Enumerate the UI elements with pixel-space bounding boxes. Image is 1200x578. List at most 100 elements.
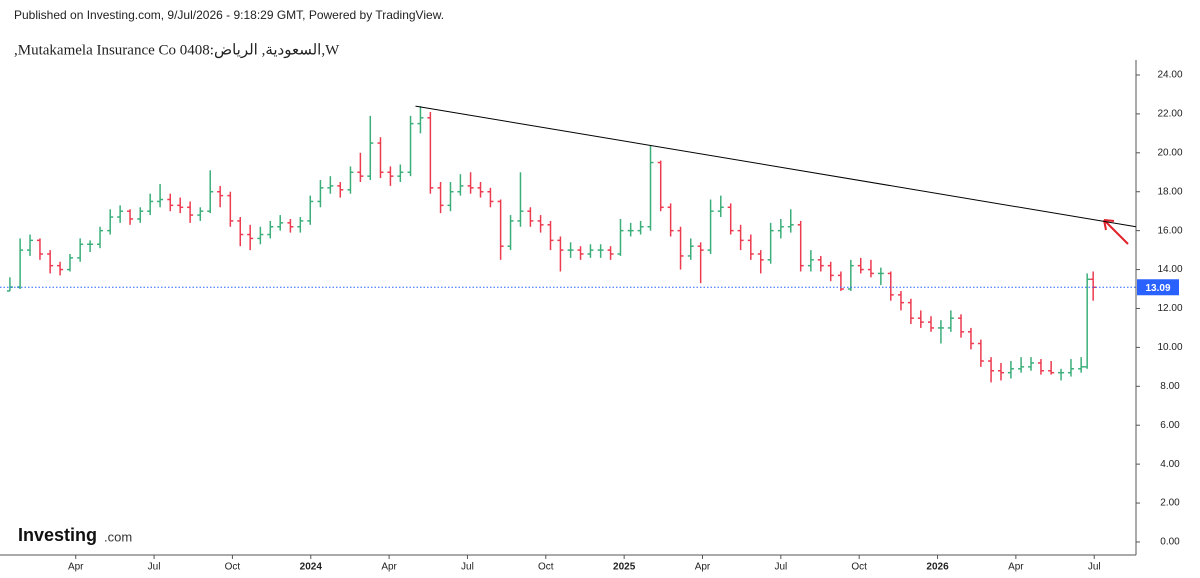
logo: Investing .com [18,525,132,545]
logo-text: Investing [18,525,97,545]
y-tick-label: 8.00 [1160,381,1180,392]
ohlc-bar [617,218,624,256]
ohlc-bar [577,246,584,260]
ohlc-bar [377,137,384,179]
y-tick-label: 0.00 [1160,537,1180,548]
ohlc-bar [297,217,304,233]
ohlc-bar [397,164,404,182]
ohlc-bar [557,236,564,272]
last-price-label: 13.09 [1145,283,1170,294]
ohlc-bar [567,242,574,258]
x-tick-label: Apr [68,562,84,573]
ohlc-bar [227,191,234,227]
ohlc-bar [247,224,254,251]
ohlc-bar [507,215,514,251]
x-tick-label: Jul [1088,562,1101,573]
ohlc-bar [57,261,64,276]
ohlc-bar [107,209,114,235]
ohlc-bar [857,257,864,274]
chart-title: ,Mutakamela Insurance Co السعودية, الريا… [14,42,340,58]
y-tick-label: 10.00 [1157,342,1182,353]
ohlc-bar [197,207,204,221]
last-price-box [1137,279,1179,296]
ohlc-bar [207,170,214,214]
ohlc-bar [947,310,954,332]
ohlc-bar [267,220,274,239]
ohlc-bar [677,226,684,270]
ohlc-bar [137,207,144,223]
ohlc-bar [1048,361,1055,375]
ohlc-bar [157,183,164,208]
ohlc-bar [1028,357,1035,371]
ohlc-bar [47,250,54,274]
ohlc-bar [707,199,714,254]
ohlc-bar [497,199,504,260]
ohlc-bar [217,185,224,208]
x-tick-label: Apr [695,562,711,573]
ohlc-bar [447,181,454,212]
ohlc-bar [777,218,784,239]
ohlc-bar [927,316,934,332]
ohlc-bar [487,187,494,208]
ohlc-bar [797,220,804,272]
ohlc-bar [1058,368,1065,381]
ohlc-bar [97,226,104,249]
ohlc-bar [537,215,544,233]
ohlc-bar [187,201,194,223]
ohlc-bar [36,238,43,260]
y-tick-label: 22.00 [1157,109,1182,120]
ohlc-bar [307,195,314,225]
ohlc-bar [827,261,834,282]
y-tick-label: 12.00 [1157,303,1182,314]
y-tick-label: 6.00 [1160,420,1180,431]
x-tick-label: Oct [538,562,554,573]
ohlc-bar [847,259,854,291]
ohlc-bar [697,242,704,284]
ohlc-bar [607,246,614,260]
x-tick-label: Jul [148,562,161,573]
ohlc-bar [367,115,374,181]
x-tick-label: 2025 [613,562,636,573]
x-tick-label: 2026 [926,562,949,573]
ohlc-bar [1084,273,1091,369]
ohlc-bar [527,207,534,227]
ohlc-bar [1037,359,1044,375]
ohlc-bar [467,172,474,194]
trend-line [415,105,1137,228]
ohlc-bar [337,181,344,198]
ohlc-bar [627,222,634,237]
ohlc-bar [867,259,874,278]
ohlc-bar [177,197,184,214]
ohlc-bar [327,176,334,194]
ohlc-bar [988,357,995,383]
ohlc-bar [1007,361,1014,379]
ohlc-bar [967,327,974,350]
ohlc-bar [637,220,644,235]
x-tick-label: Jul [461,562,474,573]
ohlc-bar [427,111,434,194]
ohlc-bar [667,203,674,237]
ohlc-bar [717,195,724,218]
ohlc-bar [1067,359,1074,377]
ohlc-bar [127,209,134,225]
ohlc-bar [877,267,884,286]
ohlc-bar [1078,357,1085,373]
y-tick-label: 20.00 [1157,147,1182,158]
ohlc-bar [357,152,364,182]
x-tick-label: Oct [225,562,241,573]
ohlc-bar [477,181,484,198]
ohlc-bar [767,222,774,264]
ohlc-bar [817,255,824,272]
ohlc-bar [727,203,734,235]
ohlc-bar [457,174,464,196]
ohlc-bar [77,238,84,262]
ohlc-bar [347,166,354,194]
ohlc-bar [547,220,554,251]
x-tick-label: Apr [381,562,397,573]
ohlc-bar [167,193,174,212]
ohlc-bar [87,240,94,253]
ohlc-bar [407,115,414,177]
ohlc-bar [27,234,34,256]
ohlc-bar [587,244,594,258]
ohlc-bar [647,145,654,231]
